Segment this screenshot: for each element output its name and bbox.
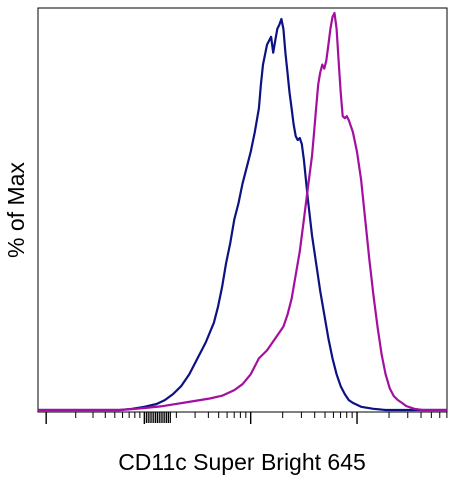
series-line-1 [38,17,447,412]
series-line-2 [38,11,447,412]
x-axis-label: CD11c Super Bright 645 [118,449,366,475]
y-axis-label: % of Max [3,162,29,258]
plot-frame [37,7,448,413]
series-layer [38,11,447,412]
x-axis-ticks [45,412,448,424]
